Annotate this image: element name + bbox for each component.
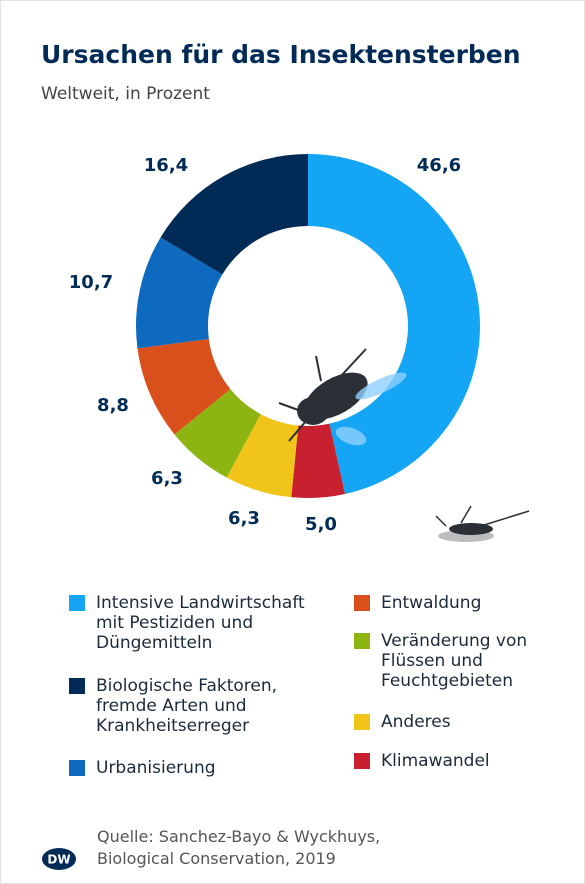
value-label: 8,8 [97, 395, 129, 416]
legend-swatch [354, 595, 370, 611]
donut-segment [308, 154, 480, 494]
legend-item: Veränderung von Flüssen und Feuchtgebiet… [354, 631, 541, 691]
legend-label: Intensive Landwirtschaft mit Pestiziden … [96, 593, 305, 653]
value-label: 16,4 [144, 155, 188, 176]
logo-text: DW [47, 853, 70, 867]
legend-item: Entwaldung [354, 593, 541, 613]
legend-item: Biologische Faktoren, fremde Arten und K… [69, 676, 336, 736]
donut-segment [174, 389, 261, 478]
dead-fly-illustration [435, 505, 530, 542]
legend-swatch [69, 760, 85, 776]
value-label: 46,6 [417, 155, 461, 176]
donut-segment [137, 338, 231, 435]
source-note: Biological Conservation, 2019 [97, 849, 336, 868]
legend-item: Urbanisierung [69, 758, 336, 778]
chart-subtitle: Weltweit, in Prozent [41, 84, 210, 104]
donut-segment [136, 237, 223, 349]
donut-segment [226, 414, 299, 498]
legend-swatch [354, 714, 370, 730]
legend-label: Entwaldung [381, 593, 482, 613]
legend-label: Klimawandel [381, 751, 490, 771]
legend-label: Biologische Faktoren, fremde Arten und K… [96, 676, 278, 736]
legend-item: Intensive Landwirtschaft mit Pestiziden … [69, 593, 336, 653]
value-label: 10,7 [69, 272, 113, 293]
donut-segment [160, 154, 308, 275]
legend-swatch [69, 595, 85, 611]
legend-label: Urbanisierung [96, 758, 216, 778]
chart-title: Ursachen für das Insektensterben [41, 40, 521, 69]
legend-swatch [69, 678, 85, 694]
legend-item: Anderes [354, 712, 541, 732]
legend-label: Veränderung von Flüssen und Feuchtgebiet… [381, 631, 528, 691]
legend-swatch [354, 753, 370, 769]
legend-label: Anderes [381, 712, 451, 732]
legend-item: Klimawandel [354, 751, 541, 771]
source-note: Quelle: Sanchez-Bayo & Wyckhuys, [97, 827, 381, 846]
fly-illustration [278, 348, 407, 446]
value-label: 6,3 [228, 508, 260, 529]
legend-swatch [354, 633, 370, 649]
value-label: 6,3 [151, 468, 183, 489]
value-label: 5,0 [305, 514, 337, 535]
donut-segment [291, 423, 345, 498]
dw-logo: DW [42, 848, 76, 870]
